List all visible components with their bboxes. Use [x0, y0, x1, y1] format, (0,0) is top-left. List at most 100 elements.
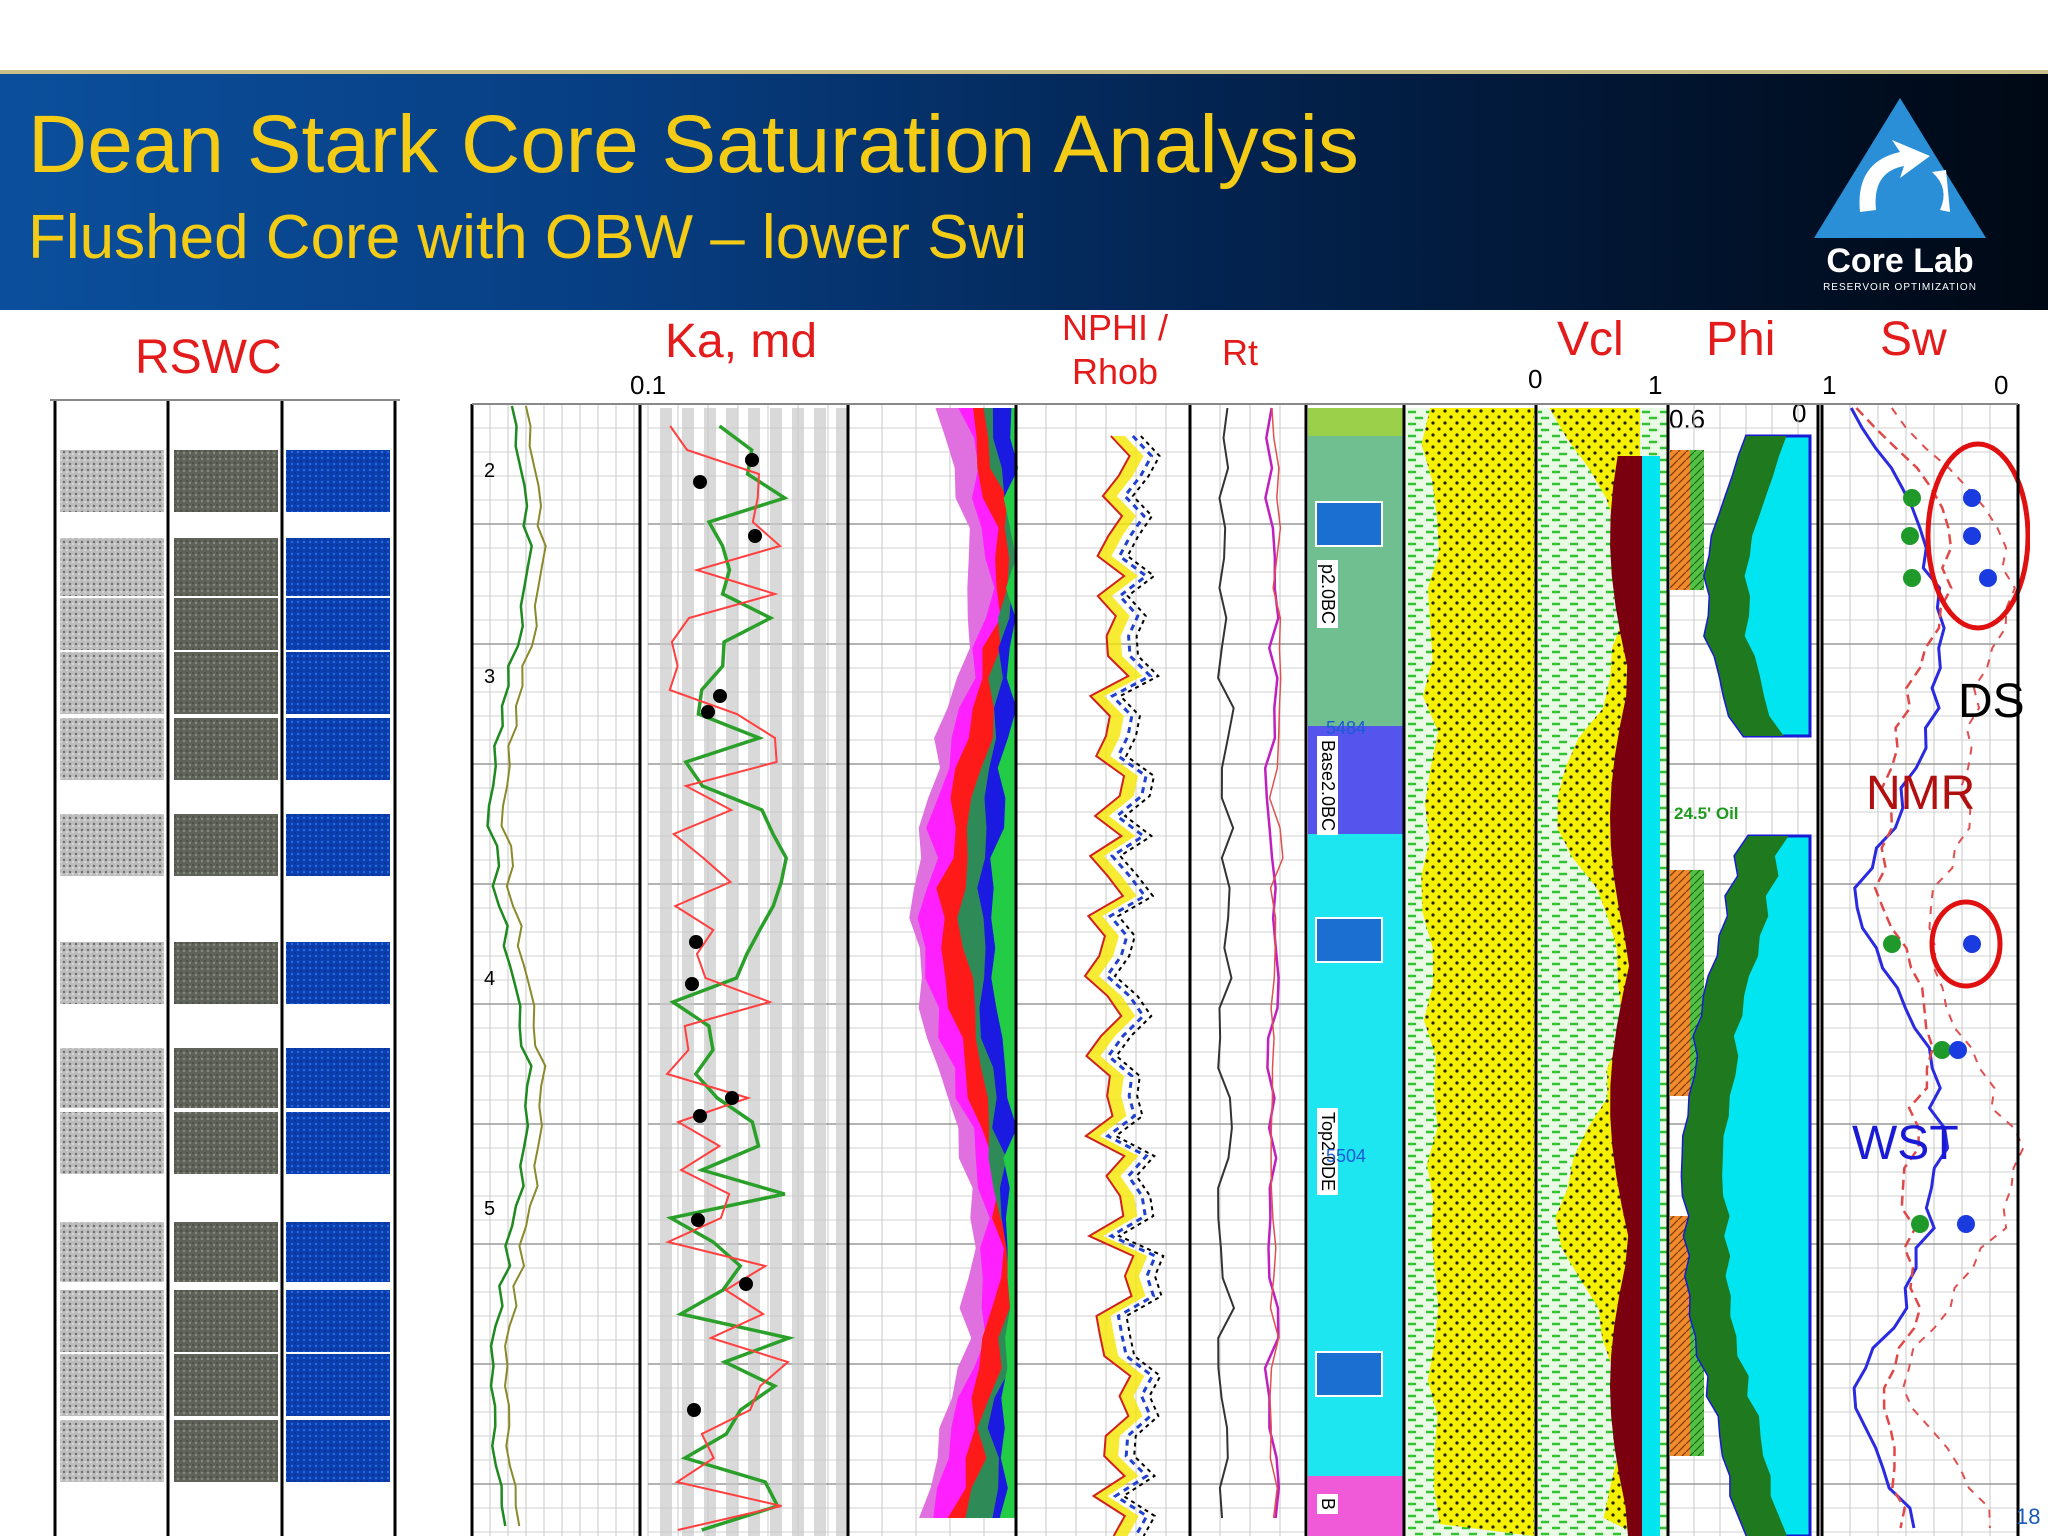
rswc-photo-plain — [60, 598, 164, 650]
depth-tick-3: 3 — [484, 666, 496, 688]
label-phi: Phi — [1706, 313, 1776, 366]
sw-ds-point — [1883, 935, 1901, 953]
rt-curve-deep — [1263, 407, 1281, 1519]
rswc-photo-uv — [286, 718, 390, 780]
sw-wst-point — [1963, 935, 1981, 953]
ka-curve-red — [665, 425, 790, 1531]
rswc-photo-plain — [60, 1290, 164, 1352]
rswc-photo-natural — [174, 1048, 278, 1108]
sw-wst-point — [1957, 1215, 1975, 1233]
label-nphi-rhob: NPHI / Rhob — [1061, 307, 1168, 392]
rswc-photo-uv — [286, 1354, 390, 1416]
well-log-tracks — [470, 403, 2030, 1536]
sw-ds-point — [1901, 527, 1919, 545]
annotation-ds: DS — [1958, 675, 2025, 728]
label-rswc: RSWC — [135, 331, 282, 384]
rswc-photo-natural — [174, 1112, 278, 1174]
phi-hatch-orange — [1670, 450, 1690, 590]
rswc-photo-natural — [174, 1222, 278, 1282]
zone-cap — [1308, 408, 1404, 436]
logo-tagline: RESERVOIR OPTIMIZATION — [1823, 282, 1977, 293]
depth-tick-5: 5 — [484, 1198, 496, 1220]
corelab-logo: Core Lab RESERVOIR OPTIMIZATION — [1800, 92, 2000, 302]
scale-phi-max: 0.6 — [1669, 404, 1706, 434]
phi-oil-fill — [1704, 436, 1787, 736]
ka-shading-bar — [748, 408, 760, 1536]
label-rt: Rt — [1222, 332, 1258, 373]
zone-marker — [1315, 917, 1383, 963]
phi-hatch-orange — [1670, 1216, 1690, 1456]
rswc-photo-uv — [286, 1290, 390, 1352]
annotation-nmr: NMR — [1866, 767, 1976, 820]
rhob-curve-2 — [1113, 435, 1165, 1536]
ka-core-point — [748, 529, 762, 543]
rswc-photo-plain — [60, 1420, 164, 1482]
rswc-photo-uv — [286, 538, 390, 596]
rswc-photo-natural — [174, 1420, 278, 1482]
phi-hatch-orange — [1670, 936, 1690, 1096]
rswc-photo-natural — [174, 598, 278, 650]
zone-depth-a: 5484 — [1326, 718, 1367, 738]
nphi-curve — [1083, 435, 1135, 1536]
rswc-photo-plain — [60, 1354, 164, 1416]
sw-ds-point — [1933, 1041, 1951, 1059]
scale-phi-min: 0 — [1792, 398, 1807, 428]
depth-tick-2: 2 — [484, 460, 496, 482]
sw-wst-point — [1949, 1041, 1967, 1059]
rswc-photo-natural — [174, 814, 278, 876]
ka-core-point — [693, 475, 707, 489]
ka-shading-bar — [792, 408, 804, 1536]
scale-sw-min: 0 — [1994, 370, 2009, 400]
rswc-photo-uv — [286, 450, 390, 512]
rt-curve-shallow — [1217, 407, 1236, 1519]
rswc-photo-uv — [286, 598, 390, 650]
highlight-circle-ds — [1925, 441, 2030, 631]
rswc-photo-panel — [50, 399, 400, 1536]
lith-fill-lightgreen — [990, 408, 1019, 1518]
ka-core-point — [693, 1109, 707, 1123]
ka-core-point — [713, 689, 727, 703]
rhob-curve — [1104, 434, 1158, 1536]
scale-ka-min: 0.1 — [630, 370, 667, 400]
rswc-photo-uv — [286, 814, 390, 876]
zone-label-base: Base2.0BC — [1317, 736, 1338, 836]
sw-ds-point — [1903, 489, 1921, 507]
rswc-photo-plain — [60, 450, 164, 512]
rswc-photo-natural — [174, 652, 278, 714]
ka-core-point — [685, 977, 699, 991]
corelab-triangle-icon — [1814, 98, 1986, 238]
phi-oil-fill — [1682, 836, 1789, 1536]
rswc-photo-plain — [60, 718, 164, 780]
logo-brand: Core Lab — [1826, 242, 1974, 280]
zone-marker — [1315, 1351, 1383, 1397]
rswc-photo-plain — [60, 942, 164, 1004]
rswc-photo-uv — [286, 1222, 390, 1282]
rswc-photo-natural — [174, 1290, 278, 1352]
ka-core-point — [725, 1091, 739, 1105]
ka-core-point — [691, 1213, 705, 1227]
slide-title: Dean Stark Core Saturation Analysis — [28, 99, 1359, 190]
ka-shading-bar — [660, 408, 672, 1536]
sw-curve-dashed — [1890, 407, 2025, 1529]
ka-core-point — [687, 1403, 701, 1417]
scale-sw-max: 1 — [1822, 370, 1837, 400]
ka-core-point — [689, 935, 703, 949]
scale-vcl-max: 1 — [1648, 370, 1663, 400]
grid-track-rt — [1189, 403, 1306, 1536]
rswc-photo-natural — [174, 718, 278, 780]
page-number: 18 — [2016, 1504, 2041, 1529]
highlight-circle-wst — [1929, 899, 2003, 989]
rswc-photo-plain — [60, 1222, 164, 1282]
rswc-photo-plain — [60, 1048, 164, 1108]
scale-vcl-min: 0 — [1528, 364, 1543, 394]
label-ka: Ka, md — [665, 315, 818, 368]
ka-core-point — [745, 453, 759, 467]
sw-ds-point — [1903, 569, 1921, 587]
rswc-photo-uv — [286, 942, 390, 1004]
ka-shading-bar — [682, 408, 694, 1536]
ka-shading-bar — [770, 408, 782, 1536]
slide-subtitle: Flushed Core with OBW – lower Swi — [28, 203, 1028, 272]
rt-curve-medium — [1268, 407, 1284, 1519]
ka-shading-bar — [814, 408, 826, 1536]
gr-curve-2 — [500, 405, 547, 1527]
